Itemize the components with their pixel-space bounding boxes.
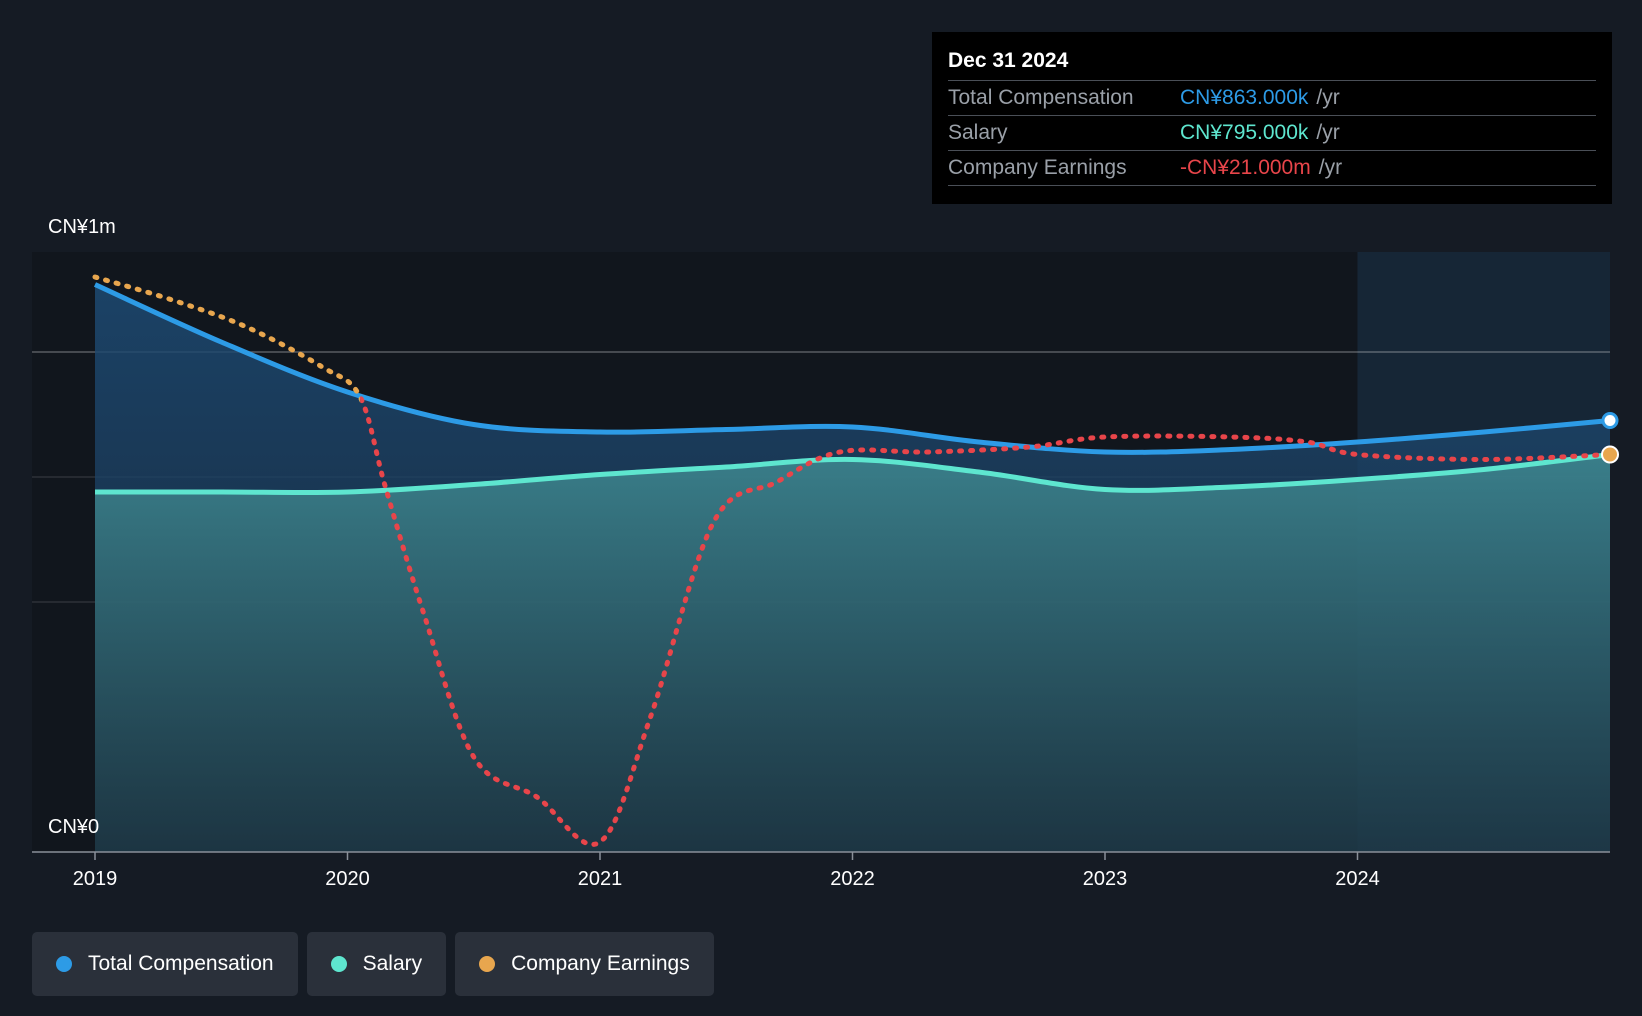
x-tick-label: 2022 (830, 868, 875, 890)
legend-dot-icon (479, 956, 496, 972)
x-tick-label: 2023 (1083, 868, 1128, 890)
tooltip-row-total-compensation: Total Compensation CN¥863.000k /yr (948, 80, 1596, 115)
total-compensation-line (93, 282, 1611, 455)
tooltip-unit: /yr (1316, 121, 1340, 144)
tooltip-value: -CN¥21.000m (1180, 156, 1311, 179)
x-tick-label: 2020 (325, 868, 370, 890)
tooltip-row-company-earnings: Company Earnings -CN¥21.000m /yr (948, 150, 1596, 186)
tooltip-label: Company Earnings (948, 156, 1127, 179)
x-tick-label: 2024 (1335, 868, 1380, 890)
legend-dot-icon (56, 956, 72, 972)
legend: Total Compensation Salary Company Earnin… (32, 932, 714, 996)
total-compensation-end-marker (1601, 412, 1619, 429)
tooltip-unit: /yr (1316, 86, 1340, 109)
tooltip-date: Dec 31 2024 (948, 49, 1069, 72)
salary-area (95, 454, 1610, 852)
y-axis-top-label: CN¥1m (48, 216, 116, 238)
legend-dot-icon (330, 956, 347, 972)
tooltip-label: Salary (948, 121, 1008, 144)
salary-line (94, 452, 1611, 496)
tooltip-value: CN¥795.000k (1180, 121, 1309, 144)
company-earnings-line-positive (92, 274, 361, 403)
legend-item-total-compensation[interactable]: Total Compensation (32, 932, 298, 996)
legend-label: Total Compensation (88, 952, 274, 975)
legend-item-salary[interactable]: Salary (306, 932, 447, 996)
tooltip-value: CN¥863.000k (1180, 86, 1309, 109)
tooltip-row-salary: Salary CN¥795.000k /yr (948, 115, 1596, 150)
tooltip-unit: /yr (1318, 156, 1343, 179)
company-earnings-line-negative (360, 392, 1613, 847)
legend-label: Company Earnings (511, 952, 690, 975)
legend-label: Salary (362, 952, 423, 975)
legend-item-company-earnings[interactable]: Company Earnings (455, 932, 714, 996)
x-tick-label: 2019 (73, 868, 118, 890)
tooltip-label: Total Compensation (948, 86, 1134, 109)
y-axis-bottom-label: CN¥0 (48, 816, 100, 838)
company-earnings-end-marker (1601, 445, 1619, 464)
tooltip: Dec 31 2024 Total Compensation CN¥863.00… (932, 32, 1612, 204)
x-tick-label: 2021 (578, 868, 623, 890)
